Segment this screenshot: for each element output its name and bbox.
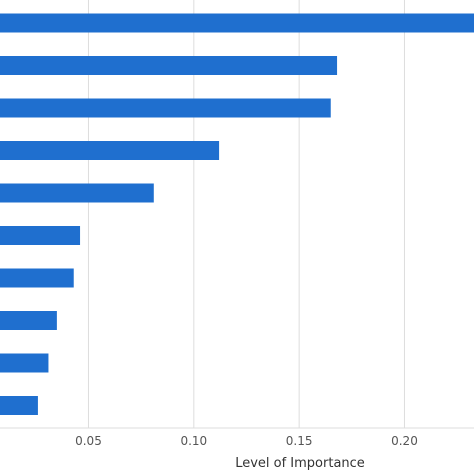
bar-6 bbox=[0, 226, 81, 245]
bar-10 bbox=[0, 396, 38, 415]
bar-4 bbox=[0, 141, 220, 160]
bar-9 bbox=[0, 353, 49, 373]
bar-8 bbox=[0, 311, 57, 330]
x-tick-labels: 0.05 0.10 0.15 0.20 bbox=[75, 434, 418, 448]
bar-3 bbox=[0, 98, 331, 118]
x-tick-label-3: 0.20 bbox=[391, 434, 418, 448]
bars bbox=[0, 13, 474, 415]
x-tick-label-1: 0.10 bbox=[180, 434, 207, 448]
x-tick-label-0: 0.05 bbox=[75, 434, 102, 448]
bar-2 bbox=[0, 56, 338, 75]
bar-5 bbox=[0, 183, 154, 203]
x-axis-label: Level of Importance bbox=[235, 456, 365, 471]
bar-7 bbox=[0, 268, 74, 288]
bar-1 bbox=[0, 13, 474, 33]
x-tick-label-2: 0.15 bbox=[286, 434, 313, 448]
